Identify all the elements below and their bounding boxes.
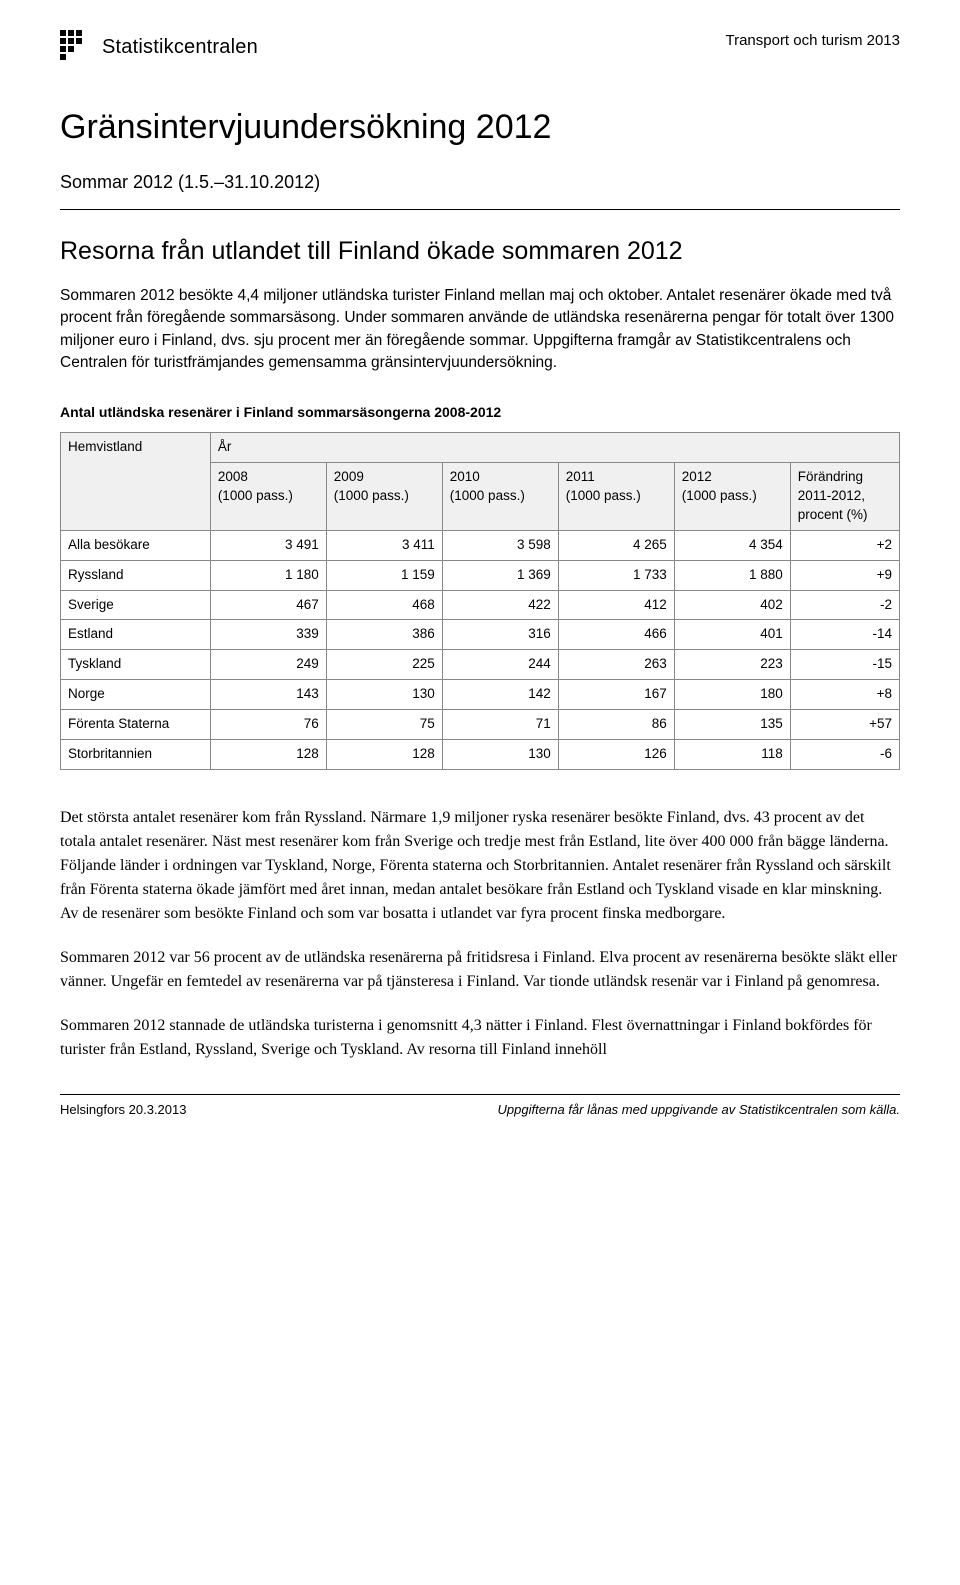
cell: 402: [674, 590, 790, 620]
cell: 466: [558, 620, 674, 650]
cell: -14: [790, 620, 899, 650]
cell: 3 598: [442, 530, 558, 560]
row-label: Storbritannien: [61, 740, 211, 770]
cell: 75: [326, 710, 442, 740]
page-footer: Helsingfors 20.3.2013 Uppgifterna får lå…: [60, 1094, 900, 1119]
cell: 249: [210, 650, 326, 680]
cell: 143: [210, 680, 326, 710]
cell: 225: [326, 650, 442, 680]
cell: -6: [790, 740, 899, 770]
cell: 130: [326, 680, 442, 710]
cell: 135: [674, 710, 790, 740]
cell: 4 354: [674, 530, 790, 560]
row-label: Sverige: [61, 590, 211, 620]
category-text: Transport och turism 2013: [725, 30, 900, 51]
cell: 118: [674, 740, 790, 770]
cell: 130: [442, 740, 558, 770]
body-paragraph: Sommaren 2012 var 56 procent av de utlän…: [60, 946, 900, 994]
table-row: Alla besökare3 4913 4113 5984 2654 354+2: [61, 530, 900, 560]
cell: -2: [790, 590, 899, 620]
cell: +57: [790, 710, 899, 740]
footer-date: Helsingfors 20.3.2013: [60, 1101, 186, 1119]
col-header-year: År: [210, 433, 899, 463]
table-row: Sverige467468422412402-2: [61, 590, 900, 620]
statistikcentralen-logo-icon: [60, 30, 94, 64]
cell: 167: [558, 680, 674, 710]
cell: 71: [442, 710, 558, 740]
cell: 401: [674, 620, 790, 650]
row-label: Ryssland: [61, 560, 211, 590]
cell: +9: [790, 560, 899, 590]
cell: 468: [326, 590, 442, 620]
cell: +2: [790, 530, 899, 560]
cell: 180: [674, 680, 790, 710]
col-header-year-3: 2011 (1000 pass.): [558, 463, 674, 531]
table-row: Storbritannien128128130126118-6: [61, 740, 900, 770]
cell: 86: [558, 710, 674, 740]
cell: 244: [442, 650, 558, 680]
cell: 128: [326, 740, 442, 770]
page-header: Statistikcentralen Transport och turism …: [60, 30, 900, 64]
row-label: Estland: [61, 620, 211, 650]
cell: 142: [442, 680, 558, 710]
cell: 4 265: [558, 530, 674, 560]
col-header-year-4: 2012 (1000 pass.): [674, 463, 790, 531]
logo-block: Statistikcentralen: [60, 30, 258, 64]
cell: 223: [674, 650, 790, 680]
body-paragraph: Det största antalet resenärer kom från R…: [60, 806, 900, 926]
row-label: Förenta Staterna: [61, 710, 211, 740]
body-paragraph: Sommaren 2012 stannade de utländska turi…: [60, 1014, 900, 1062]
table-row: Norge143130142167180+8: [61, 680, 900, 710]
cell: 128: [210, 740, 326, 770]
cell: 3 411: [326, 530, 442, 560]
cell: 1 180: [210, 560, 326, 590]
cell: +8: [790, 680, 899, 710]
visitors-table: Hemvistland År 2008 (1000 pass.)2009 (10…: [60, 432, 900, 770]
intro-paragraph: Sommaren 2012 besökte 4,4 miljoner utlän…: [60, 285, 900, 375]
cell: 1 733: [558, 560, 674, 590]
cell: -15: [790, 650, 899, 680]
cell: 467: [210, 590, 326, 620]
col-header-year-2: 2010 (1000 pass.): [442, 463, 558, 531]
title-rule: [60, 209, 900, 210]
logo-text: Statistikcentralen: [102, 33, 258, 61]
col-header-year-5: Förändring 2011-2012, procent (%): [790, 463, 899, 531]
table-row: Förenta Staterna76757186135+57: [61, 710, 900, 740]
cell: 1 880: [674, 560, 790, 590]
cell: 126: [558, 740, 674, 770]
page-title: Gränsintervjuundersökning 2012: [60, 104, 900, 152]
cell: 1 369: [442, 560, 558, 590]
row-label: Tyskland: [61, 650, 211, 680]
cell: 316: [442, 620, 558, 650]
cell: 386: [326, 620, 442, 650]
cell: 76: [210, 710, 326, 740]
cell: 339: [210, 620, 326, 650]
row-label: Norge: [61, 680, 211, 710]
cell: 1 159: [326, 560, 442, 590]
table-row: Estland339386316466401-14: [61, 620, 900, 650]
col-header-hemvistland: Hemvistland: [61, 433, 211, 531]
table-row: Ryssland1 1801 1591 3691 7331 880+9: [61, 560, 900, 590]
row-label: Alla besökare: [61, 530, 211, 560]
table-title: Antal utländska resenärer i Finland somm…: [60, 403, 900, 423]
cell: 263: [558, 650, 674, 680]
cell: 3 491: [210, 530, 326, 560]
col-header-year-0: 2008 (1000 pass.): [210, 463, 326, 531]
section-heading: Resorna från utlandet till Finland ökade…: [60, 234, 900, 269]
footer-source: Uppgifterna får lånas med uppgivande av …: [498, 1101, 901, 1119]
cell: 412: [558, 590, 674, 620]
cell: 422: [442, 590, 558, 620]
page-subtitle: Sommar 2012 (1.5.–31.10.2012): [60, 170, 900, 195]
table-row: Tyskland249225244263223-15: [61, 650, 900, 680]
col-header-year-1: 2009 (1000 pass.): [326, 463, 442, 531]
